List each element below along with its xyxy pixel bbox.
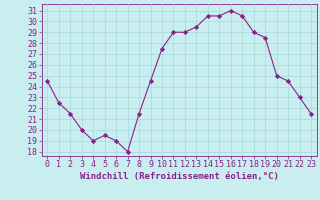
X-axis label: Windchill (Refroidissement éolien,°C): Windchill (Refroidissement éolien,°C)	[80, 172, 279, 181]
